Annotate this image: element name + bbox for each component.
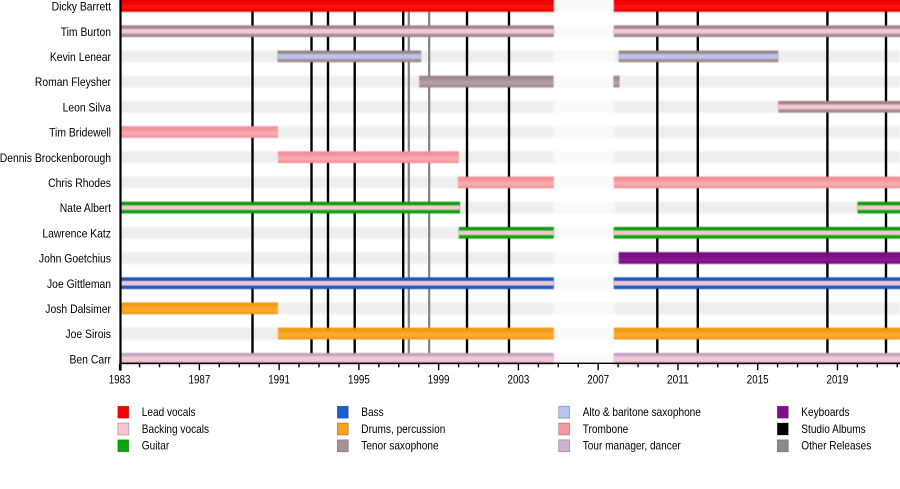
svg-text:Chris Rhodes: Chris Rhodes xyxy=(48,176,111,190)
svg-text:Lead vocals: Lead vocals xyxy=(142,405,196,419)
svg-text:Guitar: Guitar xyxy=(142,439,169,453)
svg-text:Keyboards: Keyboards xyxy=(801,405,849,419)
svg-text:Joe Sirois: Joe Sirois xyxy=(65,327,111,341)
svg-text:Tim Bridewell: Tim Bridewell xyxy=(49,126,111,140)
svg-text:1983: 1983 xyxy=(109,373,131,387)
svg-text:Lawrence Katz: Lawrence Katz xyxy=(42,226,111,240)
svg-text:Drums, percussion: Drums, percussion xyxy=(361,422,445,436)
svg-text:Nate Albert: Nate Albert xyxy=(60,201,112,215)
svg-text:Bass: Bass xyxy=(361,405,383,419)
svg-text:Trombone: Trombone xyxy=(583,422,629,436)
svg-text:2007: 2007 xyxy=(587,373,609,387)
svg-text:2015: 2015 xyxy=(747,373,769,387)
svg-text:Dennis Brockenborough: Dennis Brockenborough xyxy=(0,151,111,165)
svg-text:Tim Burton: Tim Burton xyxy=(61,25,111,39)
svg-text:2019: 2019 xyxy=(827,373,849,387)
svg-text:Leon Silva: Leon Silva xyxy=(63,100,112,114)
svg-text:Studio Albums: Studio Albums xyxy=(801,422,865,436)
svg-text:1987: 1987 xyxy=(189,373,211,387)
svg-text:2003: 2003 xyxy=(508,373,530,387)
svg-text:Alto & baritone saxophone: Alto & baritone saxophone xyxy=(583,405,701,419)
svg-text:Ben Carr: Ben Carr xyxy=(70,352,112,366)
svg-text:2011: 2011 xyxy=(667,373,689,387)
svg-text:Dicky Barrett: Dicky Barrett xyxy=(52,0,112,14)
svg-text:Other Releases: Other Releases xyxy=(801,439,871,453)
svg-text:1991: 1991 xyxy=(268,373,290,387)
svg-text:Roman Fleysher: Roman Fleysher xyxy=(35,75,111,89)
svg-text:1999: 1999 xyxy=(428,373,450,387)
svg-text:Tenor saxophone: Tenor saxophone xyxy=(361,439,439,453)
svg-text:Tour manager, dancer: Tour manager, dancer xyxy=(583,439,681,453)
svg-text:Joe Gittleman: Joe Gittleman xyxy=(47,277,111,291)
svg-text:John Goetchius: John Goetchius xyxy=(39,252,111,266)
svg-text:1995: 1995 xyxy=(348,373,370,387)
svg-text:Josh Dalsimer: Josh Dalsimer xyxy=(45,302,111,316)
svg-text:Kevin Lenear: Kevin Lenear xyxy=(50,50,111,64)
svg-text:Backing vocals: Backing vocals xyxy=(142,422,209,436)
